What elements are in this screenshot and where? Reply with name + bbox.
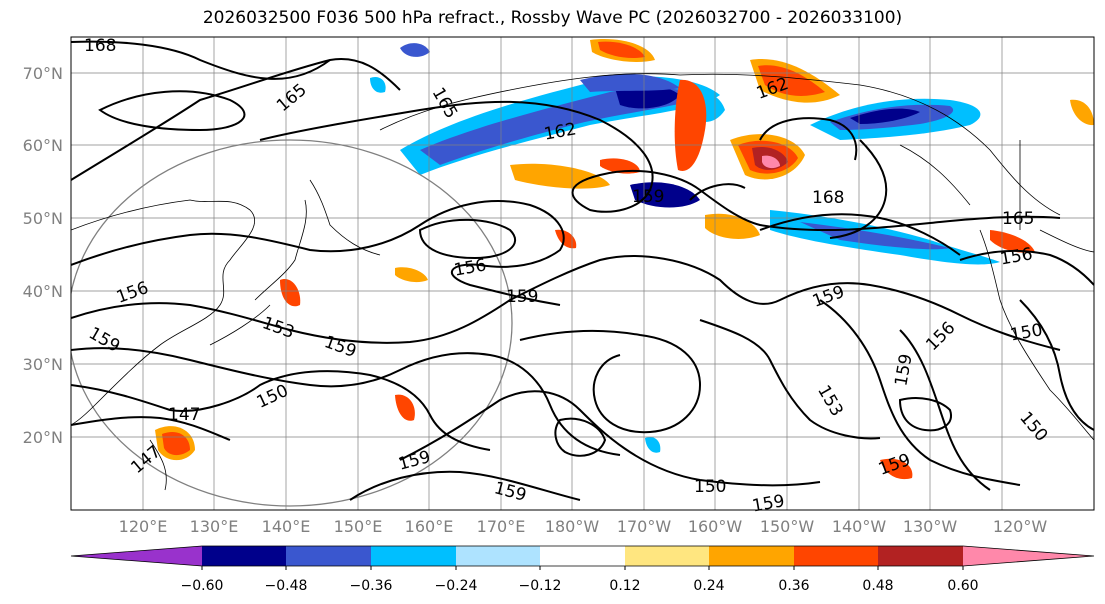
colorbar-tick-label: 0.12 [609,578,640,594]
contour-label: 150 [694,477,726,497]
colorbar-segment [202,546,286,566]
map-title: 2026032500 F036 500 hPa refract., Rossby… [202,8,903,28]
positive-anomaly [395,267,428,283]
colorbar-tick-label: 0.60 [947,578,978,594]
positive-anomaly [510,163,610,189]
colorbar-tick-label: −0.48 [265,578,308,594]
colorbar-segment [625,546,709,566]
positive-anomaly [395,394,415,421]
lon-label: 140°W [832,517,887,536]
positive-anomaly [555,229,577,249]
latitude-labels: 70°N 60°N 50°N 40°N 30°N 20°N [23,64,63,447]
positive-anomaly [598,41,645,59]
colorbar-tick-label: −0.36 [350,578,393,594]
colorbar-segment [540,546,625,566]
map-frame [70,36,1095,511]
contour-label: 147 [168,405,200,425]
negative-anomaly [370,76,386,93]
negative-anomaly-band-core [800,222,950,250]
positive-anomaly [162,431,190,456]
colorbar-tick-label: −0.24 [435,578,478,594]
height-contours [71,40,1094,501]
colorbar-tick-label: 0.36 [778,578,809,594]
colorbar-segment [371,546,456,566]
lon-label: 150°E [334,517,383,536]
contour-label: 159 [632,187,664,207]
colorbar-tick-label: 0.24 [693,578,724,594]
negative-anomaly [400,43,430,57]
positive-anomaly [674,79,707,171]
lat-label: 60°N [23,136,63,155]
lon-label: 160°W [688,517,743,536]
lat-label: 50°N [23,209,63,228]
contour-label: 168 [812,188,844,208]
positive-anomaly [880,458,913,480]
lon-label: 170°E [477,517,526,536]
positive-anomaly [990,230,1035,253]
lon-label: 170°W [617,517,672,536]
coastlines [71,73,1094,491]
lon-label: 180°W [545,517,600,536]
colorbar-tick-label: −0.12 [519,578,562,594]
positive-anomaly [280,279,301,307]
lat-label: 20°N [23,428,63,447]
lon-label: 120°W [993,517,1048,536]
contour-label: 165 [1002,209,1034,229]
negative-anomaly [580,73,680,92]
longitude-labels: 120°E 130°E 140°E 150°E 160°E 170°E 180°… [119,517,1048,536]
lon-label: 140°E [262,517,311,536]
lon-label: 130°E [190,517,239,536]
positive-anomaly [705,213,760,239]
colorbar-segment [71,546,202,566]
colorbar-segment [963,546,1094,566]
colorbar-tick-label: −0.60 [181,578,224,594]
colorbar-tick-label: 0.48 [862,578,893,594]
lon-label: 150°W [760,517,815,536]
anomaly-shading [155,39,1094,480]
negative-anomaly [630,182,700,208]
lat-label: 30°N [23,355,63,374]
lon-label: 130°W [903,517,958,536]
colorbar: −0.60 −0.48 −0.36 −0.24 −0.12 0.12 0.24 … [70,545,1095,594]
lon-label: 160°E [405,517,454,536]
colorbar-segment [286,546,371,566]
colorbar-segment [709,546,794,566]
negative-anomaly-peak [850,108,920,124]
positive-anomaly [600,158,640,174]
positive-anomaly-peak [762,155,780,169]
colorbar-segment [794,546,878,566]
contour-label: 168 [84,36,116,56]
positive-anomaly [1070,99,1094,126]
contour-label: 159 [751,491,786,516]
lat-label: 70°N [23,64,63,83]
colorbar-segments [70,545,1095,570]
reference-circle [71,139,513,507]
lat-label: 40°N [23,282,63,301]
contour-label: 159 [506,287,538,307]
colorbar-segment [878,546,963,566]
colorbar-segment [456,546,540,566]
lon-label: 120°E [119,517,168,536]
colorbar-ticks: −0.60 −0.48 −0.36 −0.24 −0.12 0.12 0.24 … [181,578,979,594]
negative-anomaly [645,436,661,453]
